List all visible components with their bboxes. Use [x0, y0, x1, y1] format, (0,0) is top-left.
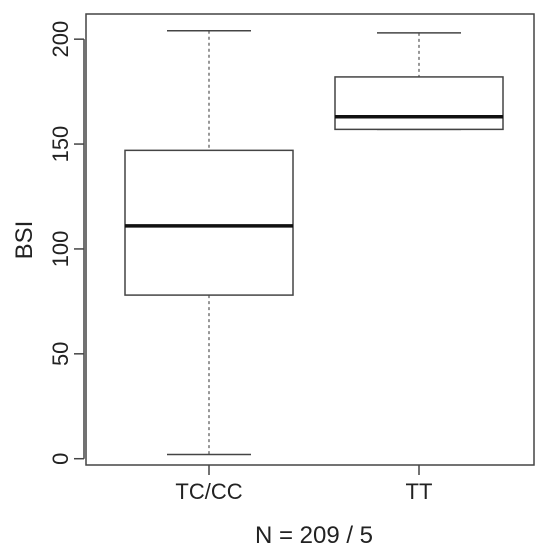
box-0 — [124, 30, 294, 456]
box-body — [124, 149, 294, 296]
boxes — [124, 30, 504, 456]
x-tick-label: TC/CC — [175, 479, 242, 504]
x-axis-title: N = 209 / 5 — [255, 522, 373, 549]
x-axis: TC/CC TT — [175, 465, 432, 504]
y-axis-title: BSI — [11, 221, 38, 260]
y-axis: 0 50 100 150 200 — [48, 21, 85, 465]
box-1 — [334, 32, 504, 131]
box-body — [334, 76, 504, 131]
plot-frame — [85, 13, 535, 466]
y-tick-label: 100 — [48, 231, 73, 268]
y-tick-label: 200 — [48, 21, 73, 58]
y-tick-label: 0 — [48, 453, 73, 465]
y-tick-label: 150 — [48, 126, 73, 163]
x-tick-label: TT — [406, 479, 433, 504]
y-tick-label: 50 — [48, 342, 73, 366]
